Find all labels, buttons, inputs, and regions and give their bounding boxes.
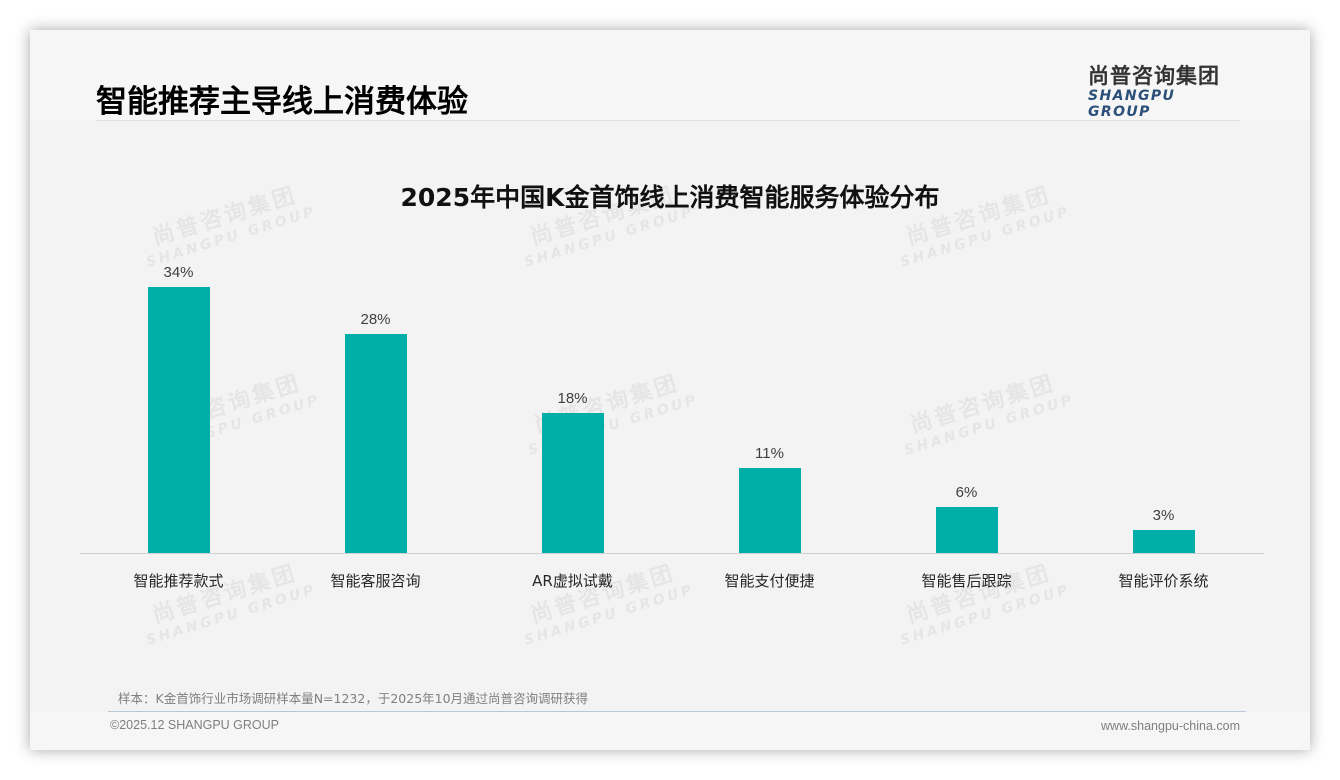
website-url[interactable]: www.shangpu-china.com bbox=[1101, 719, 1240, 733]
bar-group: 34% bbox=[80, 260, 277, 554]
sample-footnote: 样本：K金首饰行业市场调研样本量N=1232，于2025年10月通过尚普咨询调研… bbox=[118, 691, 589, 706]
watermark: 尚普咨询集团 SHANGPU GROUP bbox=[898, 560, 1073, 649]
watermark: 尚普咨询集团 SHANGPU GROUP bbox=[522, 560, 697, 649]
watermark: 尚普咨询集团 SHANGPU GROUP bbox=[144, 560, 319, 649]
bar-value-label: 3% bbox=[1152, 507, 1175, 524]
category-label: 智能售后跟踪 bbox=[921, 572, 1012, 590]
bar-value-label: 28% bbox=[360, 311, 391, 328]
category-label: AR虚拟试戴 bbox=[532, 572, 613, 590]
category-label: 智能推荐款式 bbox=[133, 572, 224, 590]
header-band bbox=[30, 30, 1310, 120]
bar-value-label: 18% bbox=[557, 390, 588, 407]
bar-chart: 34% 28% 18% 11% 6% 3% bbox=[80, 260, 1264, 554]
slide: 智能推荐主导线上消费体验 尚普咨询集团 SHANGPU GROUP 尚普咨询集团… bbox=[30, 30, 1310, 750]
category-label: 智能评价系统 bbox=[1118, 572, 1209, 590]
logo-chinese-text: 尚普咨询集团 bbox=[1088, 64, 1220, 88]
bar-group: 18% bbox=[474, 260, 671, 554]
bar-group: 11% bbox=[671, 260, 868, 554]
company-logo: 尚普咨询集团 SHANGPU GROUP bbox=[1088, 64, 1240, 120]
bar-group: 3% bbox=[1065, 260, 1262, 554]
bar bbox=[739, 468, 801, 554]
bar-group: 6% bbox=[868, 260, 1065, 554]
bar bbox=[148, 287, 210, 554]
logo-english-text: SHANGPU GROUP bbox=[1088, 88, 1176, 120]
category-label: 智能客服咨询 bbox=[330, 572, 421, 590]
page-title: 智能推荐主导线上消费体验 bbox=[96, 84, 468, 120]
bar bbox=[1133, 530, 1195, 554]
bar-group: 28% bbox=[277, 260, 474, 554]
copyright-text: ©2025.12 SHANGPU GROUP bbox=[110, 718, 279, 732]
x-axis-line bbox=[80, 553, 1264, 554]
bar-value-label: 11% bbox=[755, 445, 784, 462]
bar-value-label: 6% bbox=[955, 484, 978, 501]
bar bbox=[936, 507, 998, 554]
bar-value-label: 34% bbox=[163, 264, 194, 281]
chart-title: 2025年中国K金首饰线上消费智能服务体验分布 bbox=[400, 183, 940, 212]
bar bbox=[345, 334, 407, 554]
header-divider bbox=[96, 120, 1240, 121]
footer-band bbox=[30, 712, 1310, 750]
bar bbox=[542, 413, 604, 554]
footer-divider bbox=[108, 711, 1246, 712]
category-label: 智能支付便捷 bbox=[724, 572, 815, 590]
